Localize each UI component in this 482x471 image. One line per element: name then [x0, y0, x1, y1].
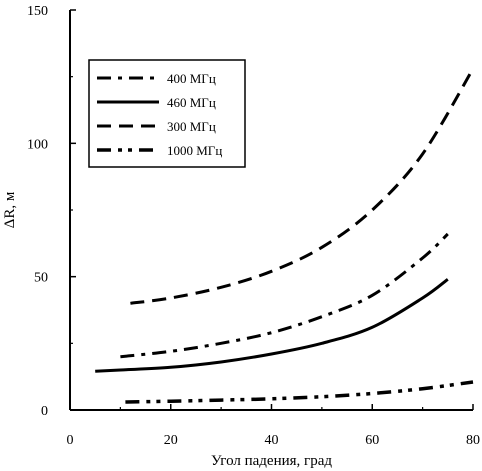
legend: 400 МГц 460 МГц 300 МГц 1000 МГц	[88, 59, 246, 168]
y-tick-label: 150	[27, 4, 48, 19]
legend-box	[88, 59, 246, 168]
y-tick-label: 50	[34, 271, 48, 286]
x-ticks: 0 20 40 60 80	[67, 404, 480, 448]
series-line-3	[125, 380, 474, 404]
y-tick-label: 0	[41, 404, 48, 419]
y-tick-label: 100	[27, 137, 48, 152]
legend-label: 300 МГц	[167, 119, 216, 134]
y-axis-label: ΔR, м	[2, 191, 18, 228]
series-line-0	[120, 232, 449, 359]
series-line-2	[130, 67, 475, 305]
plot-lines	[95, 67, 475, 404]
x-tick-label: 40	[265, 433, 279, 448]
series-line-1	[95, 278, 449, 373]
y-ticks: 0 50 100 150	[27, 4, 76, 419]
legend-label: 460 МГц	[167, 95, 216, 110]
x-tick-label: 20	[164, 433, 178, 448]
x-tick-label: 60	[365, 433, 379, 448]
x-tick-label: 80	[466, 433, 480, 448]
legend-label: 400 МГц	[167, 71, 216, 86]
x-axis-label: Угол падения, град	[211, 453, 332, 469]
legend-label: 1000 МГц	[167, 143, 222, 158]
x-tick-label: 0	[67, 433, 74, 448]
